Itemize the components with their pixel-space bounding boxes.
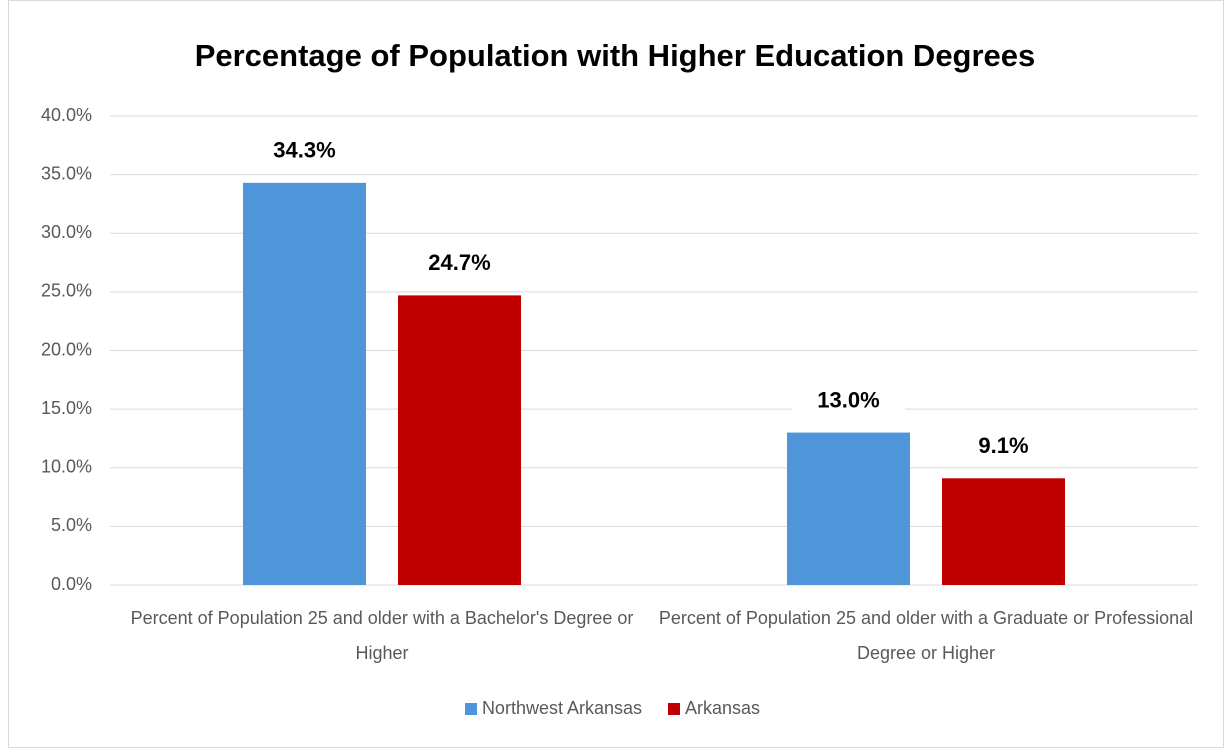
y-tick-label: 15.0%	[41, 398, 92, 418]
data-label-bg	[248, 134, 361, 169]
y-tick-label: 35.0%	[41, 163, 92, 183]
legend-label: Arkansas	[685, 698, 761, 718]
legend-label: Northwest Arkansas	[481, 698, 643, 718]
legend-swatch	[668, 702, 681, 715]
y-tick-label: 25.0%	[41, 281, 92, 301]
x-tick-label: Percent of Population 25 and older with …	[658, 608, 1194, 663]
legend: Northwest Arkansas Arkansas	[0, 698, 1225, 719]
data-label-bg	[792, 384, 905, 419]
x-tick-label: Percent of Population 25 and older with …	[130, 608, 634, 663]
y-tick-label: 10.0%	[41, 457, 92, 477]
data-label-bg	[947, 430, 1060, 465]
y-tick-label: 40.0%	[41, 105, 92, 125]
chart-title: Percentage of Population with Higher Edu…	[195, 38, 1036, 73]
data-label: 34.3%	[273, 138, 335, 163]
legend-item: Arkansas	[668, 698, 760, 719]
bar	[942, 478, 1065, 585]
bar	[787, 432, 910, 585]
legend-swatch	[464, 702, 477, 715]
legend-item: Northwest Arkansas	[464, 698, 643, 719]
y-tick-label: 30.0%	[41, 222, 92, 242]
y-tick-label: 20.0%	[41, 339, 92, 359]
y-tick-label: 0.0%	[51, 574, 92, 594]
data-label: 13.0%	[817, 387, 879, 412]
data-label-bg	[403, 247, 516, 282]
data-label: 9.1%	[978, 433, 1028, 458]
bar	[243, 182, 366, 585]
data-label: 24.7%	[428, 250, 490, 275]
y-tick-label: 5.0%	[51, 515, 92, 535]
chart-border	[8, 0, 1224, 748]
bar	[398, 295, 521, 585]
